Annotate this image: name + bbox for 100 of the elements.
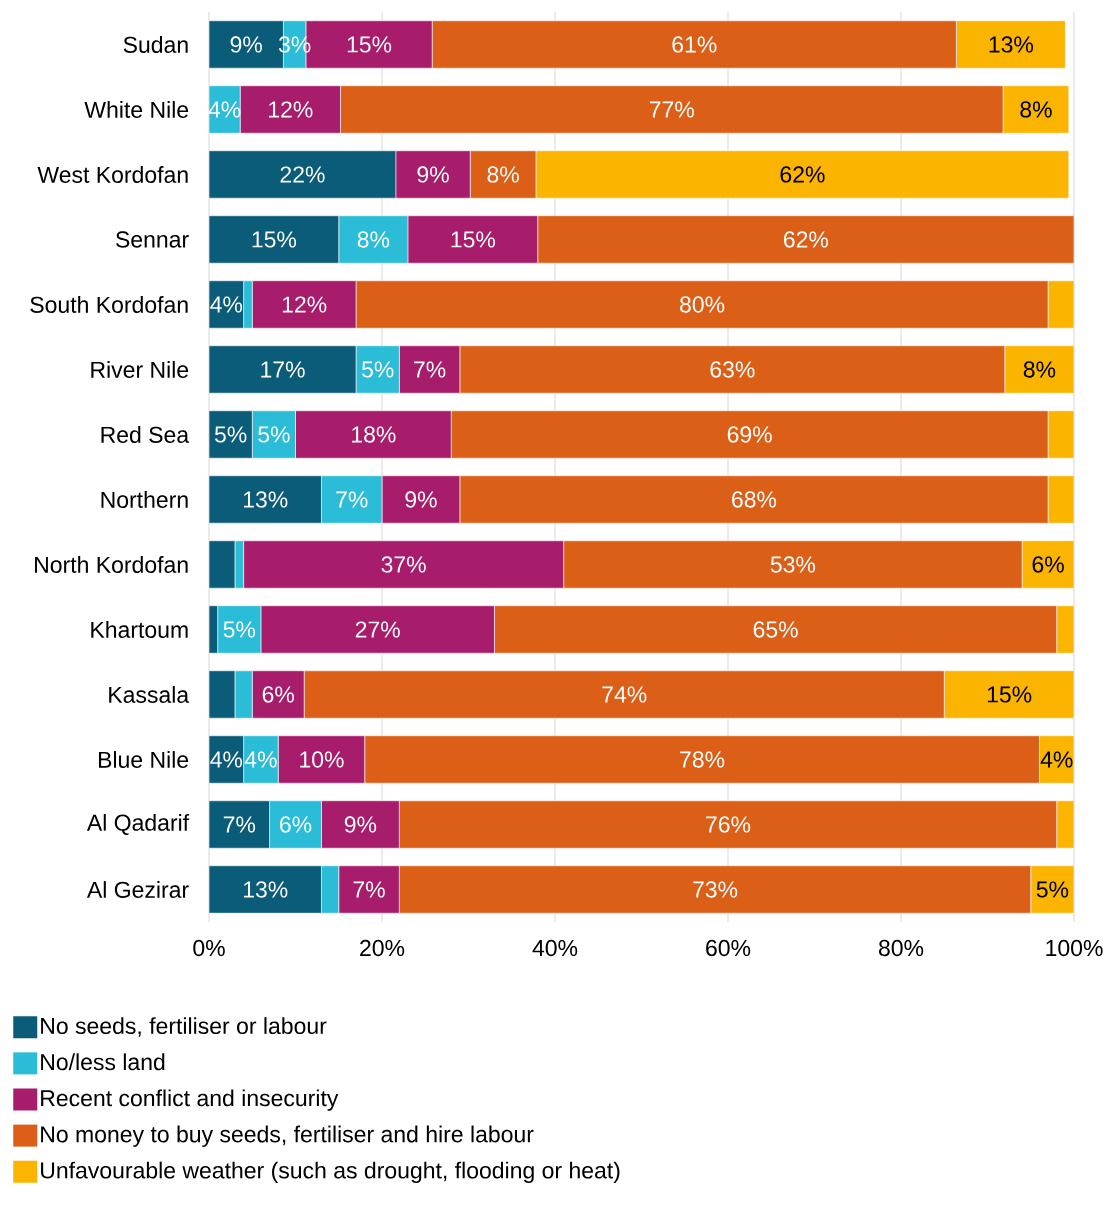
data-label: 63%: [710, 361, 755, 378]
bar: [321, 800, 400, 849]
bar: [209, 670, 236, 719]
data-label: 4%: [210, 751, 243, 768]
bar: [563, 540, 1023, 589]
data-label: 27%: [355, 621, 400, 638]
bar: [459, 475, 1049, 524]
bar: [494, 605, 1058, 654]
data-label: 69%: [727, 426, 772, 443]
bar: [399, 865, 1032, 914]
bar: [450, 410, 1049, 459]
data-label: 9%: [230, 36, 262, 53]
bar: [1004, 345, 1075, 394]
bar: [943, 670, 1075, 719]
data-label: 5%: [361, 361, 394, 378]
data-label: 4%: [1040, 751, 1073, 768]
x-tick-label: 80%: [878, 939, 924, 957]
bar: [209, 865, 322, 914]
data-label: 8%: [487, 166, 519, 183]
data-label: 61%: [672, 36, 717, 53]
data-label: 13%: [243, 491, 288, 508]
legend-label: Recent conflict and insecurity: [41, 1089, 339, 1111]
bar: [209, 215, 340, 264]
data-label: 5%: [223, 621, 256, 638]
data-label: 13%: [243, 881, 288, 898]
x-tick-label: 20%: [360, 939, 405, 957]
bar: [535, 150, 1070, 199]
bar: [1047, 475, 1075, 524]
bar: [243, 280, 253, 329]
y-tick-label: Al Qadarif: [86, 813, 190, 835]
data-label: 9%: [344, 816, 377, 833]
data-label: 62%: [780, 166, 825, 183]
data-label: 65%: [753, 621, 798, 638]
bar: [338, 215, 409, 264]
legend-label: No seeds, fertiliser or labour: [41, 1017, 327, 1037]
y-tick-label: Kassala: [109, 686, 190, 703]
data-label: 9%: [417, 166, 449, 183]
x-tick-label: 60%: [706, 939, 751, 957]
bar: [459, 345, 1006, 394]
legend-label: No/less land: [41, 1053, 165, 1071]
x-tick-label: 100%: [1046, 939, 1103, 957]
data-label: 9%: [405, 491, 437, 508]
legend-label: No money to buy seeds, fertiliser and hire labour: [41, 1125, 534, 1147]
data-label: 15%: [252, 231, 297, 248]
data-label: 22%: [280, 166, 325, 183]
data-label: 7%: [414, 361, 446, 378]
bar: [956, 20, 1066, 69]
data-label: 10%: [300, 751, 344, 768]
data-label: 74%: [602, 686, 647, 703]
data-label: 6%: [262, 686, 294, 703]
data-label: 12%: [269, 101, 313, 118]
data-label: 12%: [282, 296, 327, 313]
bar: [321, 475, 383, 524]
bar: [209, 345, 357, 394]
bar: [537, 215, 1075, 264]
bar: [340, 85, 1004, 134]
data-label: 53%: [770, 556, 816, 573]
bar: [469, 150, 537, 199]
bar: [1047, 280, 1075, 329]
bar: [321, 865, 340, 914]
data-label: 18%: [352, 426, 396, 443]
data-label: 7%: [336, 491, 368, 508]
data-label: 5%: [214, 426, 247, 443]
y-tick-label: Red Sea: [101, 426, 190, 443]
x-tick-label: 40%: [532, 939, 578, 957]
data-label: 73%: [693, 881, 738, 898]
data-label: 4%: [244, 751, 277, 768]
x-tick-label: 0%: [193, 939, 225, 957]
bar: [209, 475, 322, 524]
data-label: 7%: [353, 881, 385, 898]
data-label: 8%: [1020, 101, 1052, 118]
bar: [303, 670, 945, 719]
y-tick-label: White Nile: [84, 101, 189, 118]
bar: [269, 800, 322, 849]
data-label: 5%: [258, 426, 290, 443]
y-tick-label: Northern: [101, 491, 188, 508]
data-label: 68%: [732, 491, 777, 508]
bar: [209, 540, 236, 589]
data-label: 8%: [357, 231, 390, 248]
data-label: 8%: [1023, 361, 1056, 378]
y-tick-label: River Nile: [91, 361, 189, 378]
data-label: 80%: [680, 296, 725, 313]
bar: [234, 670, 253, 719]
bar: [399, 800, 1058, 849]
data-label: 6%: [280, 816, 312, 833]
bar: [364, 735, 1040, 784]
data-label: 78%: [680, 751, 725, 768]
data-label: 7%: [223, 816, 256, 833]
y-tick-label: Sudan: [123, 36, 188, 53]
data-label: 17%: [261, 361, 305, 378]
bar: [209, 150, 397, 199]
bar: [209, 800, 270, 849]
data-label: 62%: [784, 231, 829, 248]
data-label: 5%: [1036, 881, 1069, 898]
y-tick-label: Blue Nile: [98, 751, 189, 768]
data-label: 15%: [987, 686, 1032, 703]
data-label: 37%: [381, 556, 426, 573]
bar: [1056, 800, 1075, 849]
data-label: 15%: [451, 231, 496, 248]
bar: [355, 280, 1049, 329]
